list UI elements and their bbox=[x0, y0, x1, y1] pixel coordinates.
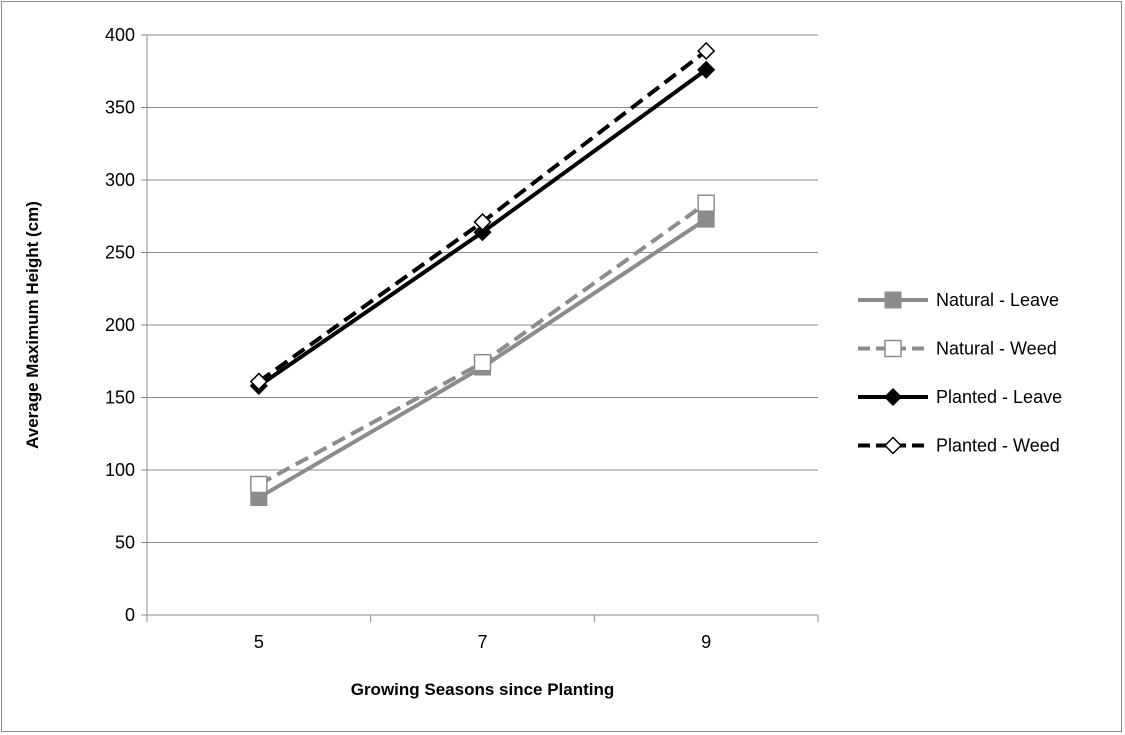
y-tick-label: 350 bbox=[105, 98, 135, 118]
legend-swatch-marker bbox=[884, 291, 902, 309]
legend-label: Natural - Leave bbox=[936, 290, 1059, 310]
y-tick-labels: 0 50 100 150 200 250 300 350 400 bbox=[105, 25, 135, 625]
legend: Natural - Leave Natural - Weed Planted - L… bbox=[858, 290, 1062, 456]
data-point bbox=[697, 194, 715, 212]
series-line bbox=[257, 201, 708, 487]
x-tick-label: 5 bbox=[254, 632, 264, 652]
axes bbox=[141, 34, 819, 622]
data-point bbox=[473, 223, 492, 242]
x-tick-label: 9 bbox=[701, 632, 711, 652]
legend-swatch-marker bbox=[883, 436, 903, 455]
data-point bbox=[250, 475, 268, 494]
data-point bbox=[473, 353, 492, 372]
legend-item: Planted - Leave bbox=[858, 387, 1062, 407]
y-tick-label: 0 bbox=[125, 605, 135, 625]
data-point bbox=[249, 372, 268, 391]
x-axis-title: Growing Seasons since Planting bbox=[351, 680, 615, 699]
y-tick-label: 100 bbox=[105, 460, 135, 480]
gridlines bbox=[147, 34, 818, 543]
series-natural-weed bbox=[250, 194, 715, 494]
y-tick-label: 300 bbox=[105, 170, 135, 190]
legend-label: Planted - Leave bbox=[936, 387, 1062, 407]
data-point bbox=[697, 60, 716, 79]
legend-item: Natural - Weed bbox=[858, 339, 1057, 359]
data-point bbox=[697, 41, 716, 61]
y-tick-label: 250 bbox=[105, 243, 135, 263]
data-point bbox=[473, 212, 492, 232]
y-axis-title: Average Maximum Height (cm) bbox=[23, 201, 42, 449]
legend-swatch-marker bbox=[883, 387, 903, 407]
x-tick-label: 7 bbox=[477, 632, 487, 652]
x-tick-labels: 5 7 9 bbox=[254, 632, 711, 652]
series-group bbox=[249, 41, 716, 507]
y-tick-label: 150 bbox=[105, 388, 135, 408]
y-tick-label: 50 bbox=[115, 533, 135, 553]
data-point bbox=[697, 210, 715, 228]
legend-item: Natural - Leave bbox=[858, 290, 1059, 310]
legend-label: Planted - Weed bbox=[936, 436, 1060, 456]
legend-label: Natural - Weed bbox=[936, 339, 1057, 359]
series-planted-weed bbox=[249, 41, 716, 391]
y-tick-label: 200 bbox=[105, 315, 135, 335]
y-tick-label: 400 bbox=[105, 25, 135, 45]
legend-item: Planted - Weed bbox=[858, 436, 1060, 456]
legend-swatch-marker bbox=[884, 339, 902, 358]
